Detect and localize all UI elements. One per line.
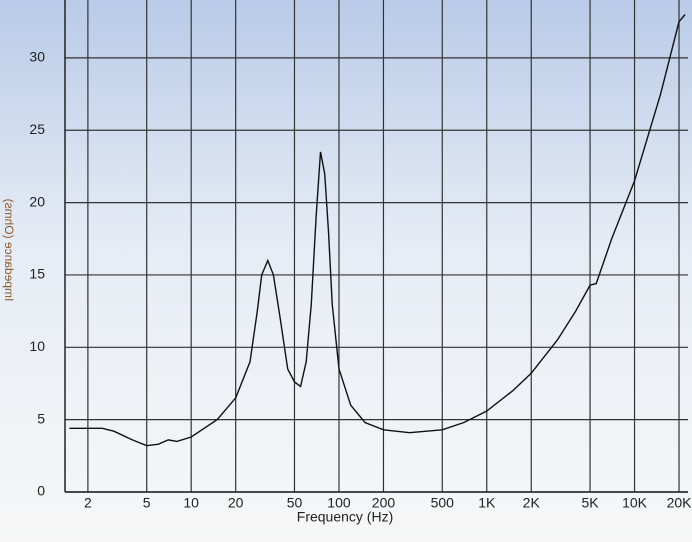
x-tick-label: 2 <box>84 495 92 511</box>
y-tick-label: 5 <box>37 410 45 426</box>
x-tick-label: 10 <box>183 495 199 511</box>
impedance-curve <box>69 14 686 447</box>
y-tick-label: 30 <box>29 49 45 65</box>
x-tick-label: 200 <box>372 495 396 511</box>
x-tick-label: 500 <box>431 495 455 511</box>
x-tick-label: 5K <box>581 495 599 511</box>
x-tick-label: 1K <box>478 495 496 511</box>
x-tick-label: 2K <box>523 495 541 511</box>
x-axis-label: Frequency (Hz) <box>297 509 393 525</box>
x-tick-label: 100 <box>327 495 351 511</box>
y-tick-label: 15 <box>29 266 45 282</box>
y-tick-label: 25 <box>29 121 45 137</box>
x-tick-label: 20 <box>228 495 244 511</box>
x-tick-label: 50 <box>287 495 303 511</box>
y-tick-label: 10 <box>29 338 45 354</box>
y-tick-label: 0 <box>37 483 45 499</box>
x-tick-label: 10K <box>622 495 648 511</box>
x-tick-label: 20K <box>667 495 692 511</box>
y-tick-label: 20 <box>29 193 45 209</box>
x-tick-label: 5 <box>143 495 151 511</box>
y-axis-label: Impedance (Ohms) <box>2 199 16 302</box>
